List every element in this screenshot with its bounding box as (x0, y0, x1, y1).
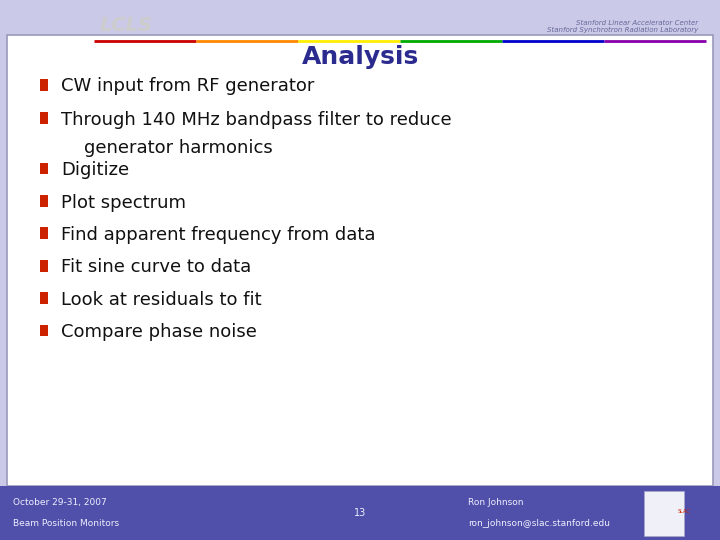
Text: generator harmonics: generator harmonics (61, 139, 273, 157)
FancyBboxPatch shape (40, 112, 48, 124)
Text: October 29-31, 2007: October 29-31, 2007 (13, 498, 107, 507)
FancyBboxPatch shape (644, 491, 684, 536)
Text: Find apparent frequency from data: Find apparent frequency from data (61, 226, 376, 244)
Text: CW input from RF generator: CW input from RF generator (61, 77, 315, 96)
Text: SLAC: SLAC (678, 509, 690, 515)
FancyBboxPatch shape (7, 35, 713, 486)
FancyBboxPatch shape (40, 227, 48, 239)
FancyBboxPatch shape (40, 292, 48, 304)
Text: Through 140 MHz bandpass filter to reduce: Through 140 MHz bandpass filter to reduc… (61, 111, 452, 129)
FancyBboxPatch shape (40, 325, 48, 336)
Text: Ron Johnson: Ron Johnson (468, 498, 523, 507)
Text: LCLS: LCLS (99, 16, 153, 35)
Text: Analysis: Analysis (302, 45, 418, 69)
Text: Beam Position Monitors: Beam Position Monitors (13, 519, 119, 528)
Text: Fit sine curve to data: Fit sine curve to data (61, 258, 251, 276)
Text: Stanford Linear Accelerator Center: Stanford Linear Accelerator Center (576, 19, 698, 26)
FancyBboxPatch shape (0, 486, 720, 540)
FancyBboxPatch shape (40, 163, 48, 174)
Text: Digitize: Digitize (61, 161, 130, 179)
FancyBboxPatch shape (40, 195, 48, 207)
FancyBboxPatch shape (40, 260, 48, 272)
FancyBboxPatch shape (40, 79, 48, 91)
Text: ron_johnson@slac.stanford.edu: ron_johnson@slac.stanford.edu (468, 519, 610, 528)
Text: 13: 13 (354, 508, 366, 518)
Text: Stanford Synchrotron Radiation Laboratory: Stanford Synchrotron Radiation Laborator… (547, 27, 698, 33)
Text: Look at residuals to fit: Look at residuals to fit (61, 291, 262, 309)
Text: Compare phase noise: Compare phase noise (61, 323, 257, 341)
Text: Plot spectrum: Plot spectrum (61, 193, 186, 212)
